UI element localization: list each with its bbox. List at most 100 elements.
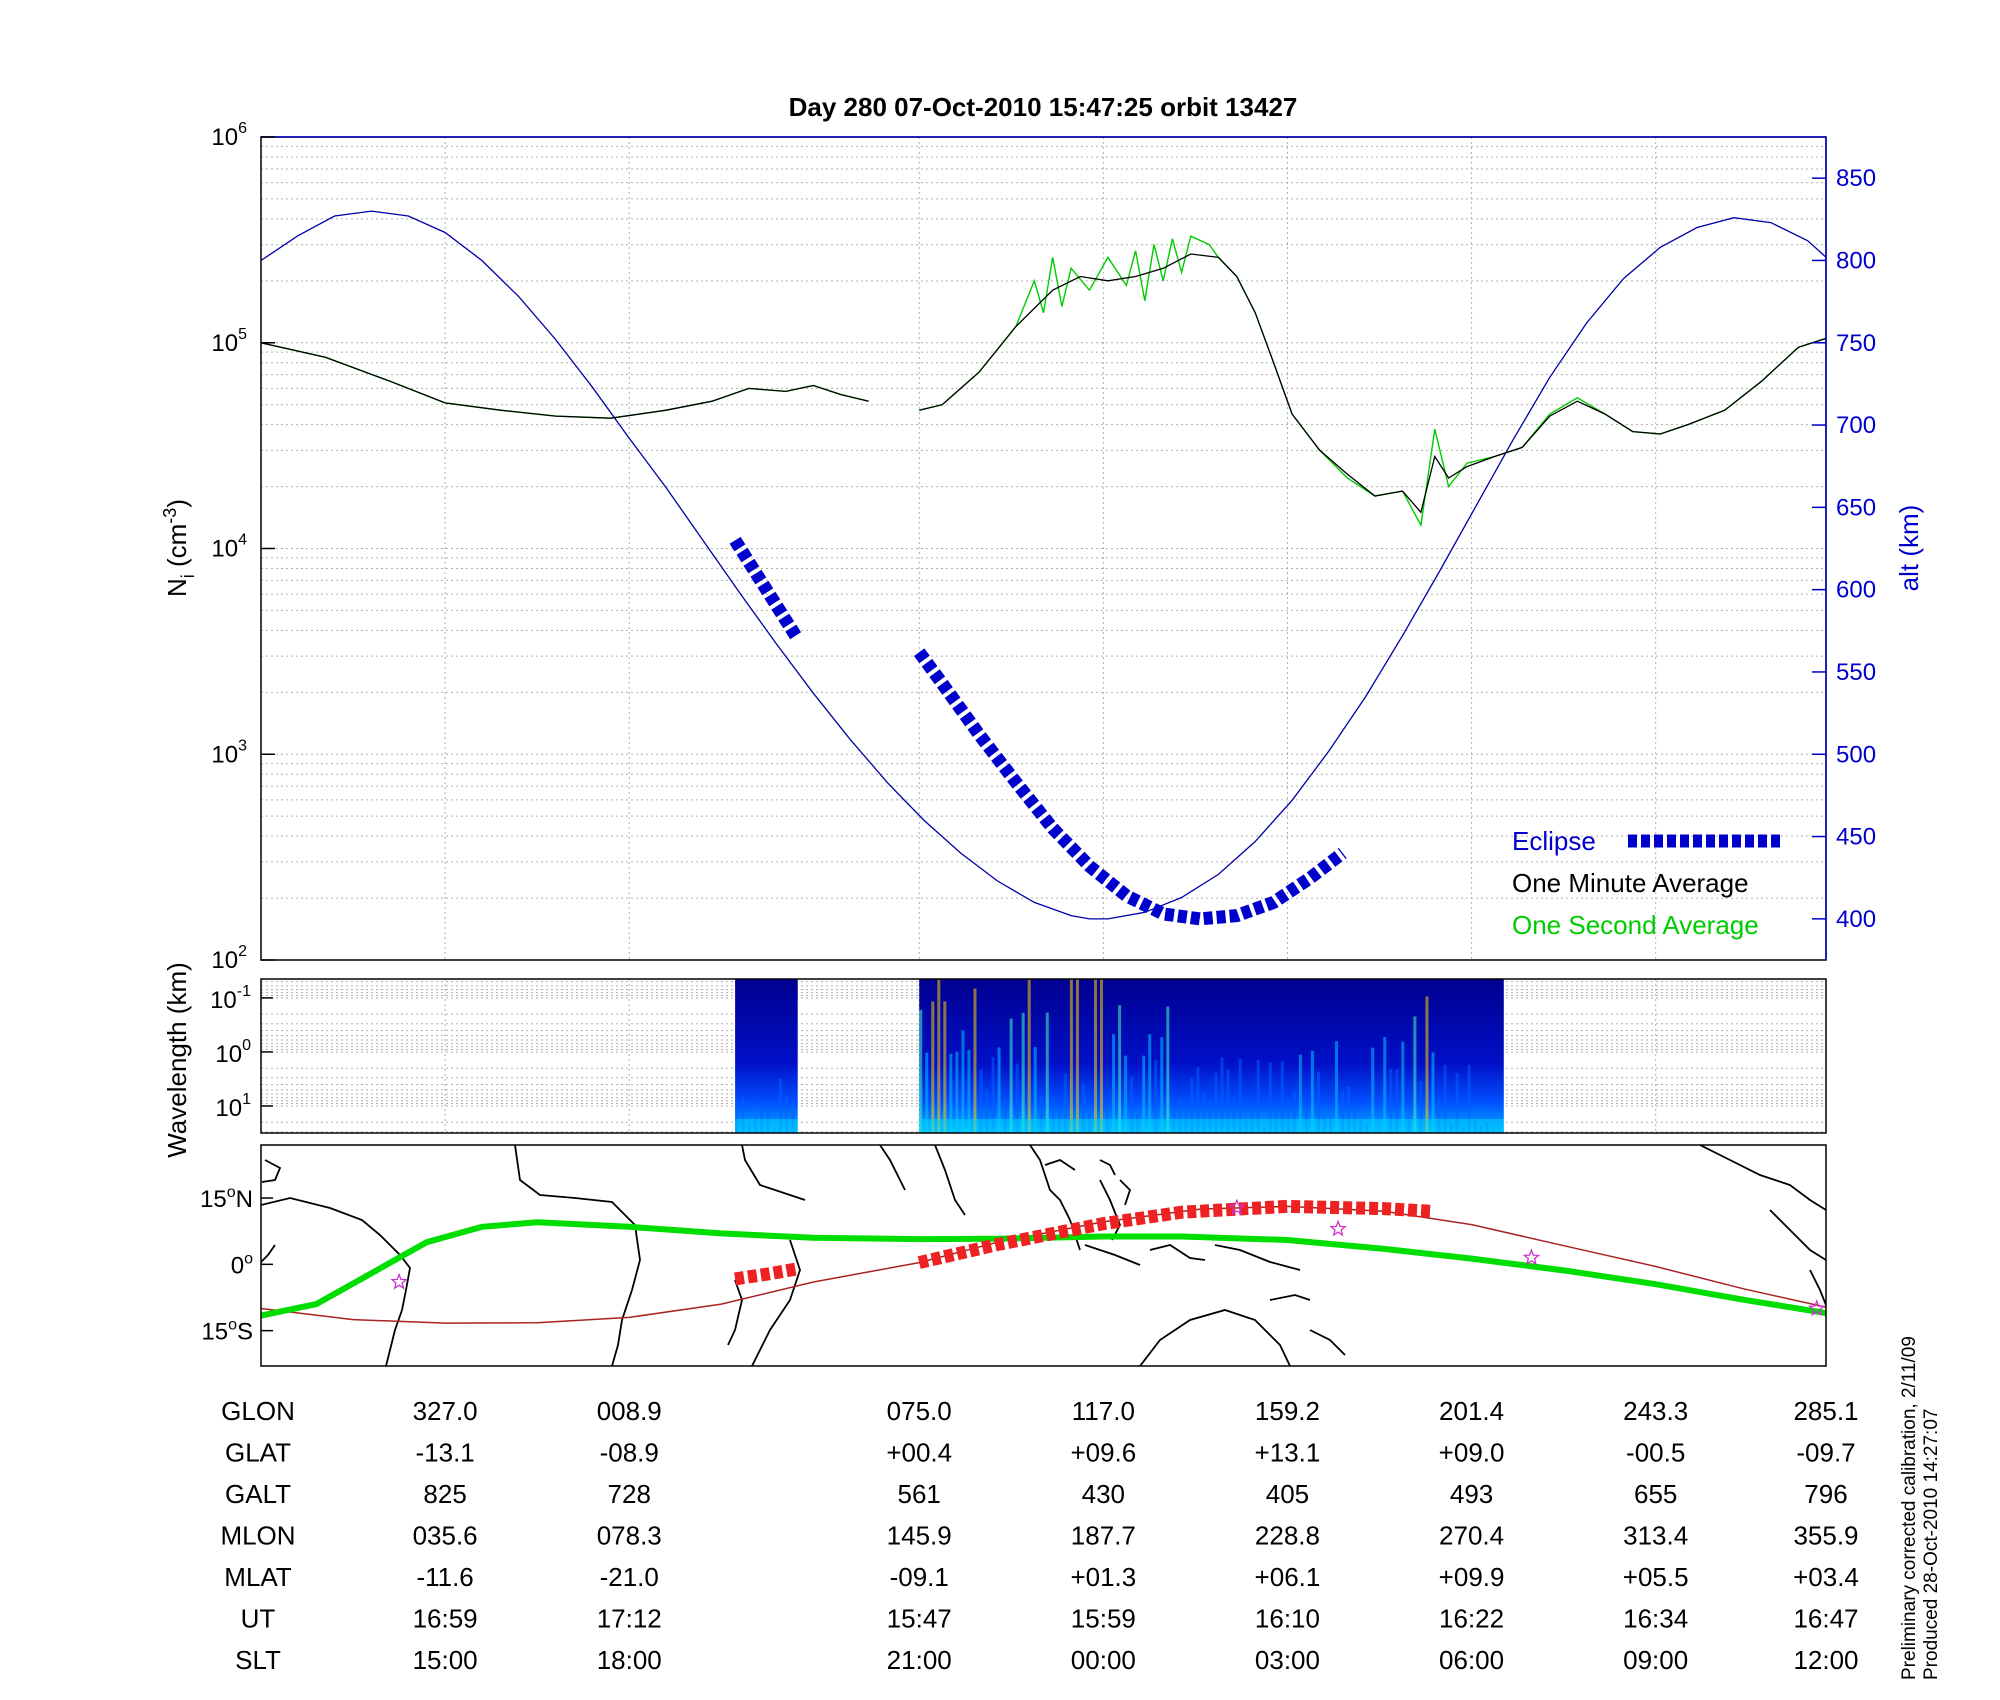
spectrogram-streak xyxy=(1009,1018,1013,1133)
table-cell: -11.6 xyxy=(416,1562,473,1592)
altitude-line xyxy=(261,210,1826,920)
table-cell: 728 xyxy=(608,1479,651,1509)
spectrogram-streak xyxy=(1081,1083,1085,1133)
spectrogram-streak xyxy=(1347,1086,1351,1133)
spectrogram-streak xyxy=(1238,1058,1242,1133)
spectrogram-streak xyxy=(1045,1012,1049,1133)
spectrogram-streak xyxy=(1202,1092,1206,1133)
spectrogram-streak xyxy=(1003,1100,1007,1133)
left-tick-label: 105 xyxy=(211,326,247,357)
spectrogram-streak xyxy=(919,1009,923,1133)
table-cell: 16:22 xyxy=(1439,1604,1504,1634)
spectrogram-streak xyxy=(1124,1055,1128,1133)
map-star-marker xyxy=(1329,1219,1347,1237)
map-tick-label: 15oS xyxy=(201,1317,253,1346)
table-cell: 493 xyxy=(1450,1479,1493,1509)
spectrogram-streak xyxy=(1437,1098,1441,1133)
minute-average-line xyxy=(919,253,1826,514)
spectrogram-streak xyxy=(1304,1103,1308,1133)
eclipse-segment xyxy=(729,536,804,643)
mid-tick-label: 100 xyxy=(215,1037,251,1068)
table-cell: 117.0 xyxy=(1072,1396,1135,1426)
spectrogram-streak xyxy=(1100,979,1104,1133)
map-star-marker xyxy=(1807,1299,1826,1317)
map-panel: 15oN 0o 15oS xyxy=(200,1144,1827,1367)
right-tick-label: 850 xyxy=(1836,165,1876,192)
spectrogram-streak xyxy=(1075,979,1079,1133)
spectrogram-streak xyxy=(1160,1037,1164,1133)
table-cell: 16:59 xyxy=(413,1604,478,1634)
spectrogram-streak xyxy=(1226,1069,1230,1133)
table-cell: +00.4 xyxy=(886,1438,952,1468)
table-cell: 187.7 xyxy=(1071,1521,1136,1551)
table-cell: 159.2 xyxy=(1255,1396,1320,1426)
table-cell: -08.9 xyxy=(600,1438,659,1468)
spectrogram-streak xyxy=(1130,1076,1134,1133)
spectrogram-streak xyxy=(1021,1012,1025,1133)
table-cell: 796 xyxy=(1804,1479,1847,1509)
spectrogram-streak xyxy=(937,979,941,1133)
table-cell: 228.8 xyxy=(1255,1521,1320,1551)
table-cell: +09.6 xyxy=(1070,1438,1136,1468)
right-axis-label: alt (km) xyxy=(1894,505,1924,592)
spectrogram-panel: 10-1 100 101 Wavelength (km) xyxy=(162,962,1827,1158)
spectrogram-streak xyxy=(949,1053,953,1133)
map-eclipse-segment-1 xyxy=(734,1262,799,1286)
spectrogram-streak xyxy=(1154,1060,1158,1133)
spectrogram-streak xyxy=(1142,1055,1146,1133)
table-cell: 15:47 xyxy=(887,1604,952,1634)
table-cell: 008.9 xyxy=(597,1396,662,1426)
spectrogram-streak xyxy=(1316,1071,1320,1133)
table-cell: 430 xyxy=(1082,1479,1125,1509)
table-cell: 00:00 xyxy=(1071,1645,1136,1675)
spectrogram-streak xyxy=(1425,996,1429,1133)
right-tick-label: 600 xyxy=(1836,577,1876,604)
spectrogram-streak xyxy=(1389,1068,1393,1133)
spectrogram-streak xyxy=(997,1047,1001,1133)
left-tick-label: 106 xyxy=(211,120,247,151)
table-cell: 285.1 xyxy=(1793,1396,1858,1426)
spectrogram-streak xyxy=(1214,1072,1218,1133)
table-cell: +09.9 xyxy=(1439,1562,1505,1592)
table-row-label: GLON xyxy=(221,1396,295,1426)
spectrogram-streak xyxy=(1256,1060,1260,1133)
spectrogram-streak xyxy=(1286,1101,1290,1133)
right-tick-label: 550 xyxy=(1836,659,1876,686)
spectrogram-streak xyxy=(967,1049,971,1133)
density-panel: 102 103 104 105 106 400 450 500 550 600 650 700 750… xyxy=(160,120,1924,974)
spectrogram-streak xyxy=(1280,1061,1284,1133)
table-cell: 405 xyxy=(1266,1479,1309,1509)
spectrogram-streak xyxy=(1371,1047,1375,1133)
table-cell: -00.5 xyxy=(1626,1438,1685,1468)
table-row-label: SLT xyxy=(235,1645,281,1675)
table-cell: 06:00 xyxy=(1439,1645,1504,1675)
map-markers xyxy=(390,1198,1826,1317)
table-row-label: UT xyxy=(241,1604,276,1634)
table-cell: 825 xyxy=(423,1479,466,1509)
spectrogram-streak xyxy=(1063,1073,1067,1133)
legend-label-second: One Second Average xyxy=(1512,910,1759,940)
right-tick-label: 700 xyxy=(1836,412,1876,439)
spectrogram-streak xyxy=(1015,1063,1019,1133)
table-row-label: GLAT xyxy=(225,1438,291,1468)
table-cell: +03.4 xyxy=(1793,1562,1859,1592)
right-tick-label: 750 xyxy=(1836,330,1876,357)
map-star-marker xyxy=(390,1272,408,1290)
spectrogram-streak xyxy=(1232,1097,1236,1133)
spectrogram-streak xyxy=(1443,1064,1447,1133)
minute-average-line xyxy=(261,342,869,419)
spectrogram-streak xyxy=(931,1001,935,1133)
spectrogram-streak xyxy=(1298,1054,1302,1133)
spectrogram-streak xyxy=(1196,1067,1200,1133)
map-star-marker xyxy=(1227,1198,1246,1216)
table-cell: 355.9 xyxy=(1793,1521,1858,1551)
spectrogram-streak xyxy=(973,988,977,1133)
table-cell: 035.6 xyxy=(413,1521,478,1551)
spectrogram-streak xyxy=(1455,1072,1459,1133)
spectrogram-streak xyxy=(1093,979,1098,1133)
map-star-marker xyxy=(1522,1248,1541,1266)
spectrogram-streak xyxy=(766,1101,770,1133)
spectrogram-streak xyxy=(1220,1057,1224,1133)
table-cell: 561 xyxy=(898,1479,941,1509)
spectrogram-streak xyxy=(1310,1050,1314,1133)
